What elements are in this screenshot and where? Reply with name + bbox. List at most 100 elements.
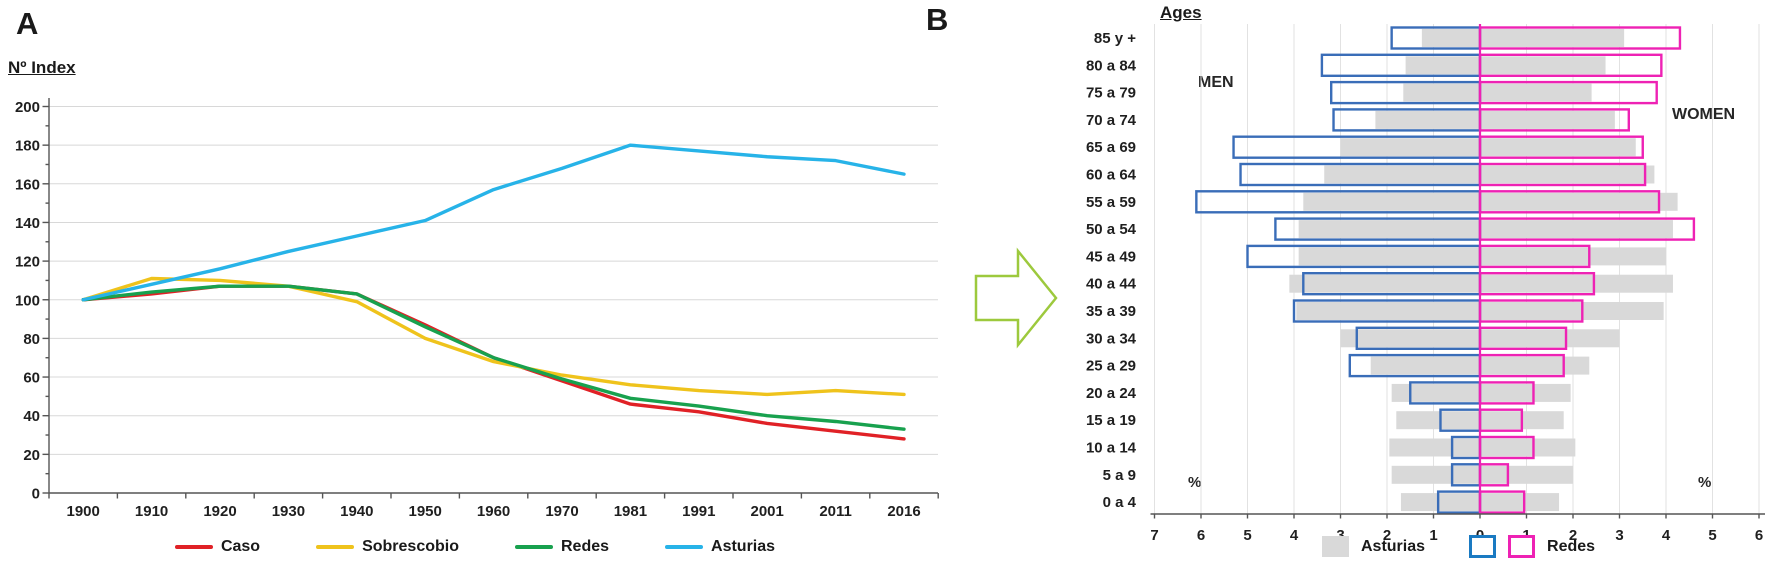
legend-item-caso: Caso xyxy=(174,538,261,556)
y-tick-label: 60 xyxy=(23,370,40,387)
x-tick-label: 3 xyxy=(1336,527,1344,544)
bar-asturias-women xyxy=(1480,302,1664,320)
bar-asturias-women xyxy=(1480,356,1590,375)
legend-label: Caso xyxy=(220,538,261,555)
series-lines xyxy=(81,143,906,441)
line-chart-legend: Caso Sobrescobio Redes Asturias xyxy=(60,538,890,556)
percent-label-right: % xyxy=(1698,474,1712,491)
legend-label: Sobrescobio xyxy=(362,538,459,555)
legend-line-swatch xyxy=(174,545,213,549)
age-label: 45 a 49 xyxy=(1086,248,1136,265)
x-tick-label: 6 xyxy=(1197,527,1205,544)
y-tick-label: 100 xyxy=(15,292,40,309)
x-tick-label: 5 xyxy=(1243,527,1251,544)
age-label: 15 a 19 xyxy=(1086,412,1136,429)
legend-item-asturias: Asturias xyxy=(665,538,775,556)
age-labels: 85 y + 80 a 84 75 a 79 70 a 74 65 a 69 60 a 6… xyxy=(1086,30,1137,511)
x-tick-label: 1930 xyxy=(272,503,305,520)
legend-line-swatch xyxy=(665,545,704,549)
age-label: 60 a 64 xyxy=(1086,167,1137,184)
x-tick-label: 2001 xyxy=(751,503,784,520)
women-label: WOMEN xyxy=(1672,106,1736,123)
age-label: 40 a 44 xyxy=(1086,276,1137,293)
bar-asturias-women xyxy=(1480,165,1655,184)
x-tick-labels: 1900 1910 1920 1930 1940 1950 1960 1970 1981 1991… xyxy=(67,503,921,520)
age-label: 0 a 4 xyxy=(1103,494,1137,511)
bar-asturias-men xyxy=(1340,138,1480,157)
panel-a-label: A xyxy=(16,6,39,41)
legend-line-swatch xyxy=(514,545,553,549)
line-redes xyxy=(81,284,906,431)
x-tick-label: 1950 xyxy=(409,503,442,520)
age-label: 30 a 34 xyxy=(1086,330,1137,347)
bar-asturias-women xyxy=(1480,438,1576,457)
x-tick-label: 2016 xyxy=(887,503,920,520)
panel-b-label: B xyxy=(926,2,949,37)
x-tick-label: 2 xyxy=(1569,527,1577,544)
age-label: 70 a 74 xyxy=(1086,112,1137,129)
bar-asturias-men xyxy=(1298,220,1480,239)
age-label: 50 a 54 xyxy=(1086,221,1137,238)
x-tick-label: 1 xyxy=(1429,527,1437,544)
x-tick-label: 1981 xyxy=(614,503,647,520)
x-tick-label: 5 xyxy=(1708,527,1716,544)
bar-asturias-men xyxy=(1340,329,1480,348)
x-tick-label: 2 xyxy=(1383,527,1391,544)
bar-asturias-women xyxy=(1480,56,1606,75)
pyramid-x-ticks xyxy=(1153,514,1760,519)
x-tick-label: 4 xyxy=(1290,527,1299,544)
y-tick-label: 20 xyxy=(23,447,40,464)
x-tick-label: 3 xyxy=(1615,527,1623,544)
transition-arrow xyxy=(974,247,1058,349)
y-tick-label: 0 xyxy=(32,486,40,503)
legend-swatch-redes xyxy=(1508,535,1536,558)
x-tick-label: 1940 xyxy=(340,503,373,520)
y-tick-label: 180 xyxy=(15,138,40,155)
legend-label: Asturias xyxy=(711,538,776,555)
bar-asturias-women xyxy=(1480,465,1573,484)
bar-asturias-men xyxy=(1296,302,1480,320)
ages-axis-title: Ages xyxy=(1160,3,1202,22)
bar-asturias-women xyxy=(1480,247,1666,266)
bar-asturias-men xyxy=(1391,383,1480,402)
age-label: 80 a 84 xyxy=(1086,57,1137,74)
line-asturias xyxy=(81,143,906,302)
age-label: 20 a 24 xyxy=(1086,385,1137,402)
y-tick-labels: 0 20 40 60 80 100 120 140 160 180 200 xyxy=(15,99,40,503)
x-tick-label: 1900 xyxy=(67,503,100,520)
y-tick-label: 140 xyxy=(15,215,40,232)
bar-asturias-women xyxy=(1480,110,1615,129)
bar-asturias-men xyxy=(1396,411,1480,430)
bar-asturias-men xyxy=(1421,29,1480,47)
legend-label: Redes xyxy=(560,538,610,555)
bar-asturias-women xyxy=(1480,192,1678,211)
bar-asturias-men xyxy=(1405,56,1480,75)
men-label: MEN xyxy=(1198,74,1234,91)
x-ticks xyxy=(48,493,939,499)
bar-asturias-men xyxy=(1375,110,1480,129)
bar-asturias-men xyxy=(1289,274,1480,293)
age-label: 65 a 69 xyxy=(1086,139,1136,156)
legend-label: Redes xyxy=(1547,537,1596,555)
age-label: 35 a 39 xyxy=(1086,303,1136,320)
bars-asturias xyxy=(1289,29,1678,512)
percent-label-left: % xyxy=(1188,474,1202,491)
legend-item-sobrescobio: Sobrescobio xyxy=(316,538,459,556)
bar-asturias-men xyxy=(1389,438,1480,457)
x-tick-label: 1960 xyxy=(477,503,510,520)
y-tick-label: 120 xyxy=(15,254,40,271)
legend-item-redes: Redes xyxy=(514,538,610,556)
bar-asturias-women xyxy=(1480,138,1636,157)
bar-asturias-women xyxy=(1480,329,1620,348)
bar-asturias-men xyxy=(1400,493,1480,512)
line-sobrescobio xyxy=(81,276,906,397)
bar-asturias-men xyxy=(1324,165,1480,184)
legend-line-swatch xyxy=(316,545,355,549)
legend-swatch-asturias xyxy=(1322,536,1349,557)
y-ticks xyxy=(42,105,49,494)
bar-asturias-women xyxy=(1480,220,1673,239)
y-tick-label: 40 xyxy=(23,408,40,425)
bar-asturias-women xyxy=(1480,29,1625,47)
grid-lines xyxy=(49,106,938,455)
